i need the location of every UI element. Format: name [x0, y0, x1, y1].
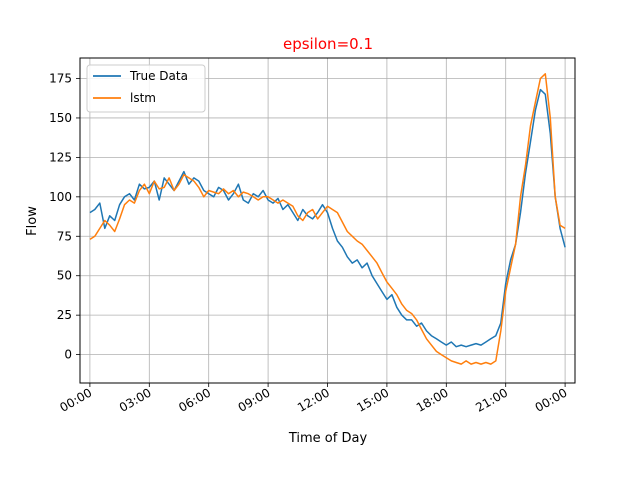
series-line-true-data: [89, 88, 566, 348]
y-tick-label: 100: [49, 190, 72, 204]
y-tick-label: 150: [49, 111, 72, 125]
series-line-lstm: [89, 73, 566, 365]
y-tick-label: 175: [49, 72, 72, 86]
legend: True Data lstm: [86, 64, 206, 113]
chart-title: epsilon=0.1: [283, 35, 373, 53]
x-axis-label: Time of Day: [288, 431, 368, 446]
y-tick-label: 75: [57, 229, 72, 243]
grid: [80, 58, 575, 383]
y-axis-label: Flow: [25, 206, 40, 236]
y-tick-label: 50: [57, 269, 72, 283]
series-lines: [89, 73, 566, 365]
y-tick-label: 125: [49, 150, 72, 164]
y-tick-label: 25: [57, 308, 72, 322]
y-tick-label: 0: [64, 348, 72, 362]
legend-label-true-data: True Data: [129, 69, 188, 83]
legend-label-lstm: lstm: [130, 91, 156, 105]
